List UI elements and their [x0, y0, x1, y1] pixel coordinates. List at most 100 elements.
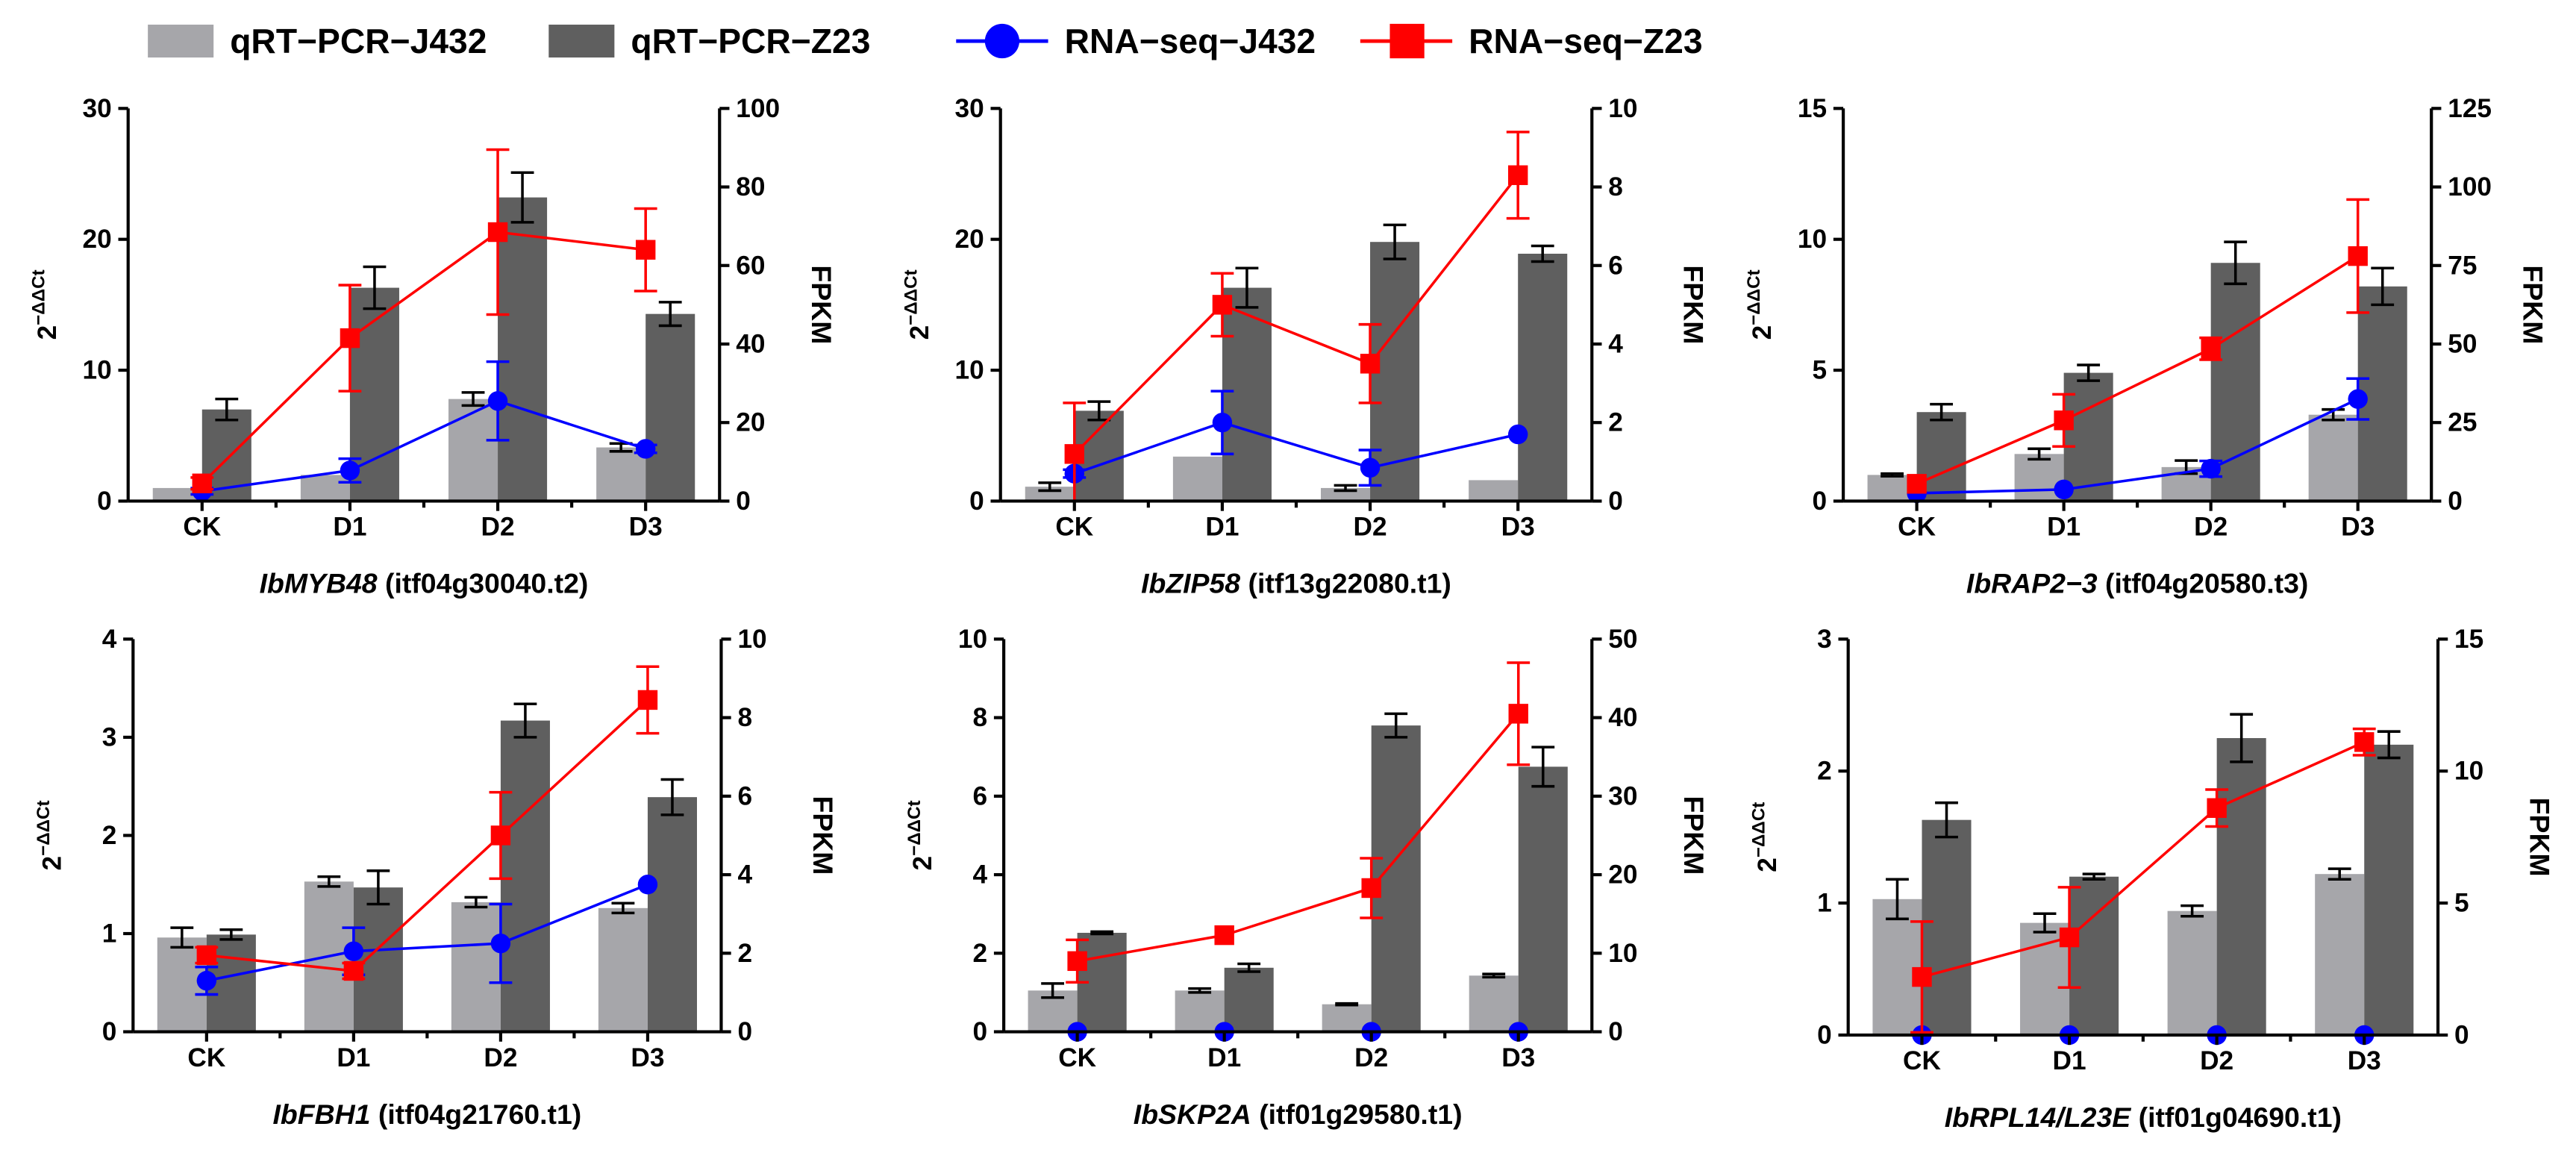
rnaseq-z23-point	[2059, 927, 2080, 948]
y-tick-label-left: 4	[973, 860, 988, 890]
y-tick-label-right: 50	[2448, 329, 2477, 358]
y-tick-label-left: 20	[83, 225, 112, 254]
x-tick-label: D2	[484, 1043, 517, 1072]
bar-j432	[598, 907, 648, 1032]
title-space	[2130, 1102, 2138, 1133]
y-tick-label-left: 8	[973, 703, 988, 732]
gene-name: IbZIP58	[1141, 568, 1240, 599]
rnaseq-z23-point	[1907, 474, 1927, 494]
y-axis-label-base: 2	[908, 856, 937, 871]
rnaseq-j432-point	[487, 391, 508, 411]
panel-title: IbRPL14/L23E (itf01g04690.t1)	[1945, 1102, 2342, 1133]
legend-item: qRT−PCR−J432	[148, 22, 487, 60]
legend-swatch	[148, 25, 214, 58]
rnaseq-z23-point	[1361, 878, 1381, 899]
transcript-id: (itf01g04690.t1)	[2139, 1102, 2342, 1133]
x-tick-label: D3	[1501, 513, 1535, 542]
y-axis-label-base: 2	[1753, 857, 1782, 872]
y-tick-label-left: 3	[1817, 625, 1832, 654]
bar-z23	[645, 313, 695, 501]
x-tick-label: D1	[2053, 1046, 2086, 1075]
rnaseq-j432-point	[343, 941, 364, 961]
x-tick-label: D3	[2341, 513, 2375, 542]
x-tick-label: CK	[1055, 513, 1093, 542]
rnaseq-j432-point	[637, 875, 658, 895]
y-tick-label-right: 8	[1608, 172, 1623, 201]
legend-marker-circle	[984, 23, 1020, 59]
bar-z23	[1518, 766, 1568, 1032]
legend-item: RNA−seq−J432	[956, 22, 1316, 60]
y-axis-label-exponent: −ΔΔCt	[34, 800, 54, 855]
bar-z23	[1224, 967, 1274, 1032]
panel-3: 0 5 10 15 0 25 50 75 100 125 CK D1 D2 D3 2−ΔΔCt FPKM IbR…	[1744, 94, 2549, 599]
y-tick-label-left: 15	[1798, 94, 1827, 123]
rnaseq-j432-line	[206, 883, 648, 982]
panel-title: IbZIP58 (itf13g22080.t1)	[1141, 568, 1451, 599]
y-tick-label-right: 2	[737, 939, 752, 968]
y-axis-label-exponent: −ΔΔCt	[28, 269, 49, 325]
y-tick-label-right: 10	[1608, 94, 1637, 123]
bar-z23	[2063, 372, 2113, 501]
y-tick-label-left: 2	[1817, 757, 1832, 786]
y-tick-label-right: 100	[2448, 172, 2492, 201]
y-axis-label-exponent: −ΔΔCt	[901, 269, 921, 325]
legend-marker-square	[1389, 23, 1425, 59]
transcript-id: (itf04g21760.t1)	[378, 1099, 581, 1130]
bar-j432	[1172, 456, 1222, 501]
y-tick-label-left: 4	[102, 625, 117, 654]
bar-j432	[1175, 990, 1225, 1032]
rnaseq-j432-point	[2348, 389, 2368, 409]
x-tick-label: CK	[1903, 1046, 1941, 1075]
y-axis-label-base: 2	[905, 325, 934, 340]
x-tick-label: CK	[1058, 1043, 1096, 1072]
bar-z23	[353, 887, 403, 1032]
bar-j432	[1469, 480, 1519, 501]
rnaseq-z23-point	[1064, 444, 1084, 464]
rnaseq-z23-point	[1214, 925, 1234, 946]
rnaseq-z23-point	[1508, 704, 1528, 724]
title-space	[1251, 1099, 1259, 1130]
rnaseq-z23-line	[1073, 174, 1519, 455]
y-tick-label-left: 0	[973, 1017, 988, 1046]
y-axis-label-right: FPKM	[806, 265, 837, 344]
rnaseq-z23-point	[1067, 951, 1087, 972]
rnaseq-z23-point	[196, 945, 217, 966]
y-tick-label-right: 50	[1608, 625, 1637, 654]
y-axis-label-left: 2−ΔΔCt	[1748, 802, 1781, 872]
y-axis-label-right: FPKM	[807, 796, 839, 875]
rnaseq-z23-point	[1212, 295, 1233, 315]
legend-swatch	[548, 25, 615, 58]
x-tick-label: CK	[183, 513, 221, 542]
rnaseq-z23-line	[1922, 740, 2365, 978]
y-axis-label-right: FPKM	[2518, 265, 2549, 344]
bar-j432	[2308, 414, 2358, 501]
legend-label: RNA−seq−Z23	[1469, 22, 1702, 60]
x-tick-label: D2	[481, 513, 515, 542]
rnaseq-z23-point	[2354, 732, 2375, 752]
title-space	[370, 1099, 378, 1130]
y-tick-label-right: 75	[2448, 251, 2477, 280]
x-tick-label: D2	[1354, 513, 1387, 542]
x-tick-label: D1	[1207, 1043, 1241, 1072]
rnaseq-j432-point	[196, 970, 217, 991]
y-tick-label-right: 0	[1608, 1017, 1623, 1046]
gene-name: IbRPL14/L23E	[1945, 1102, 2132, 1133]
y-axis-label-exponent: −ΔΔCt	[1744, 269, 1764, 325]
rnaseq-j432-line	[1916, 398, 2359, 495]
gene-name: IbFBH1	[273, 1099, 371, 1130]
panel-title: IbFBH1 (itf04g21760.t1)	[273, 1099, 582, 1130]
rnaseq-j432-point	[1360, 457, 1381, 478]
bar-z23	[1922, 819, 1972, 1035]
y-tick-label-right: 10	[737, 625, 766, 654]
x-tick-label: D3	[1501, 1043, 1535, 1072]
y-tick-label-left: 0	[969, 487, 984, 516]
x-tick-label: CK	[1898, 513, 1936, 542]
rnaseq-j432-point	[340, 460, 360, 481]
y-tick-label-left: 30	[955, 94, 984, 123]
transcript-id: (itf04g20580.t3)	[2105, 568, 2308, 599]
y-tick-label-left: 0	[97, 487, 112, 516]
x-tick-label: D3	[631, 1043, 664, 1072]
